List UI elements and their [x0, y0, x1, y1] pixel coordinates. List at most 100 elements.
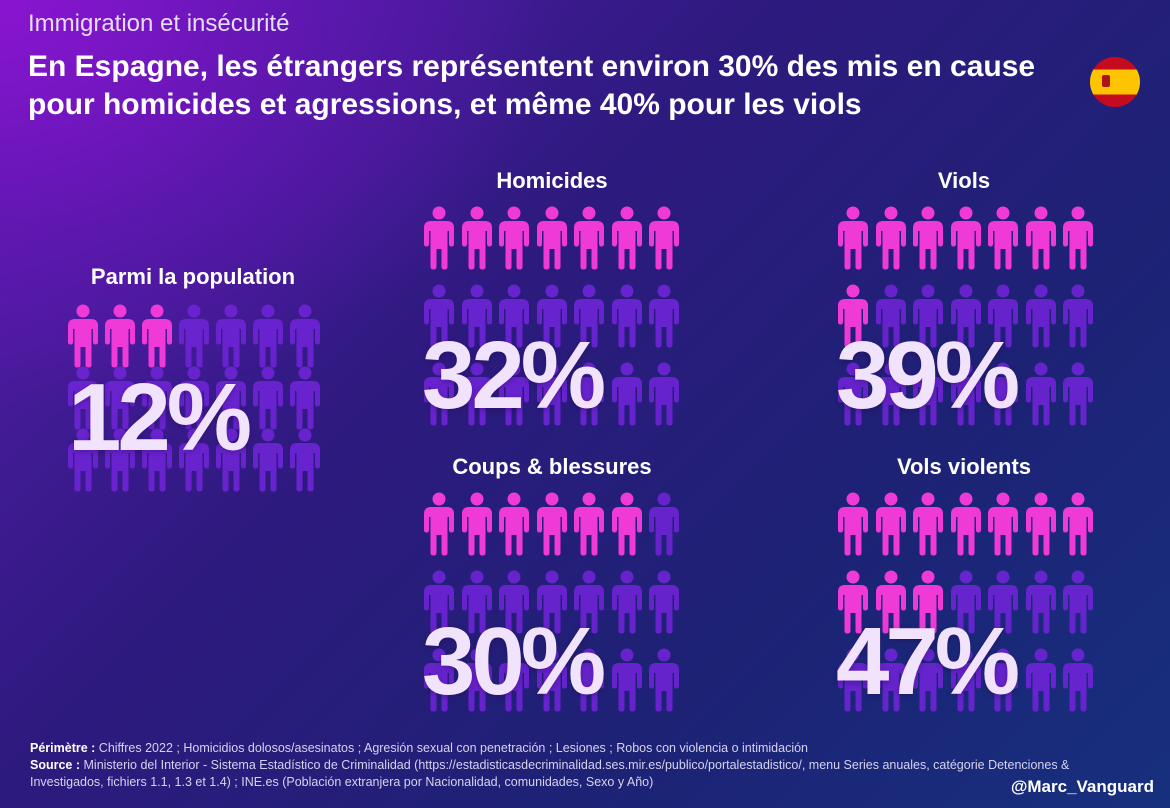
person-icon-highlighted [875, 206, 906, 270]
person-icon [68, 366, 98, 430]
person-icon [611, 362, 642, 426]
person-icon-highlighted [461, 206, 492, 270]
person-icon-highlighted [838, 206, 868, 270]
person-icon [105, 366, 135, 430]
person-icon [1025, 648, 1056, 712]
person-icon [950, 570, 981, 634]
percentage-label: 30% [422, 608, 606, 715]
person-icon-highlighted [424, 206, 454, 270]
person-icon-highlighted [142, 304, 172, 368]
person-icon-highlighted [574, 206, 604, 270]
person-icon [988, 284, 1018, 348]
source-text: Ministerio del Interior - Sistema Estadí… [30, 758, 1070, 789]
person-icon-highlighted [424, 492, 454, 556]
perimetre-label: Périmètre : [30, 741, 96, 755]
panel-title: Viols [937, 168, 991, 193]
person-icon [1063, 362, 1093, 426]
person-icon [950, 284, 981, 348]
person-icon-highlighted [461, 492, 492, 556]
person-icon [461, 284, 492, 348]
person-icon [875, 362, 906, 426]
person-icon [913, 284, 943, 348]
spain-flag-icon [1090, 57, 1140, 107]
person-icon-highlighted [913, 570, 943, 634]
person-icon-highlighted [1025, 206, 1056, 270]
person-icon [649, 570, 679, 634]
person-icon [1025, 362, 1056, 426]
person-icon [611, 284, 642, 348]
person-icon-highlighted [611, 492, 642, 556]
person-icon [253, 428, 283, 492]
person-icon [499, 362, 529, 426]
person-icon [1063, 648, 1093, 712]
person-icon [649, 362, 679, 426]
person-icon [574, 362, 604, 426]
person-icon [950, 648, 981, 712]
person-icon [499, 570, 529, 634]
person-icon [536, 362, 567, 426]
person-icon [290, 428, 320, 492]
person-icon-highlighted [988, 206, 1018, 270]
person-icon [1025, 284, 1056, 348]
person-icon-highlighted [950, 492, 981, 556]
person-icon [611, 648, 642, 712]
person-icon [988, 570, 1018, 634]
percentage-label: 32% [422, 322, 606, 429]
kicker: Immigration et insécurité [28, 10, 290, 37]
person-icon-highlighted [499, 492, 529, 556]
person-icon-highlighted [68, 304, 98, 368]
person-icon [253, 304, 283, 368]
person-icon [253, 366, 283, 430]
person-icon [574, 284, 604, 348]
person-icon-highlighted [838, 570, 868, 634]
person-icon-highlighted [105, 304, 135, 368]
footer-notes: Périmètre : Chiffres 2022 ; Homicidios d… [30, 740, 1130, 791]
person-icon [649, 492, 679, 556]
person-icon [179, 366, 209, 430]
person-icon [216, 304, 246, 368]
person-icon [1025, 570, 1056, 634]
person-icon [913, 362, 943, 426]
person-icon [574, 648, 604, 712]
panel-title: Parmi la population [90, 264, 296, 289]
person-icon [649, 284, 679, 348]
person-icon [913, 648, 943, 712]
person-icon [499, 284, 529, 348]
person-icon-highlighted [1063, 206, 1093, 270]
person-icon-highlighted [913, 492, 943, 556]
panel-title: Coups & blessures [452, 454, 652, 479]
person-icon-highlighted [536, 206, 567, 270]
person-icon [424, 570, 454, 634]
person-icon [536, 648, 567, 712]
source-label: Source : [30, 758, 81, 772]
person-icon [574, 570, 604, 634]
person-icon [838, 648, 868, 712]
person-icon [424, 362, 454, 426]
perimetre-line: Périmètre : Chiffres 2022 ; Homicidios d… [30, 740, 1130, 757]
person-icon [68, 428, 98, 492]
percentage-label: 12% [68, 364, 252, 471]
person-icon [290, 366, 320, 430]
person-icon-highlighted [1025, 492, 1056, 556]
person-icon [461, 648, 492, 712]
person-icon [424, 284, 454, 348]
person-icon [875, 284, 906, 348]
person-icon-highlighted [1063, 492, 1093, 556]
person-icon [142, 366, 172, 430]
panel-title: Homicides [496, 168, 608, 193]
source-line: Source : Ministerio del Interior - Siste… [30, 757, 1110, 791]
person-icon [875, 648, 906, 712]
person-icon-highlighted [574, 492, 604, 556]
person-icon [290, 304, 320, 368]
person-icon [611, 570, 642, 634]
person-icon [536, 570, 567, 634]
person-icon-highlighted [611, 206, 642, 270]
person-icon [179, 428, 209, 492]
person-icon [536, 284, 567, 348]
person-icon [179, 304, 209, 368]
person-icon [988, 362, 1018, 426]
person-icon-highlighted [988, 492, 1018, 556]
person-icon [461, 570, 492, 634]
person-icon [838, 362, 868, 426]
person-icon-highlighted [838, 284, 868, 348]
